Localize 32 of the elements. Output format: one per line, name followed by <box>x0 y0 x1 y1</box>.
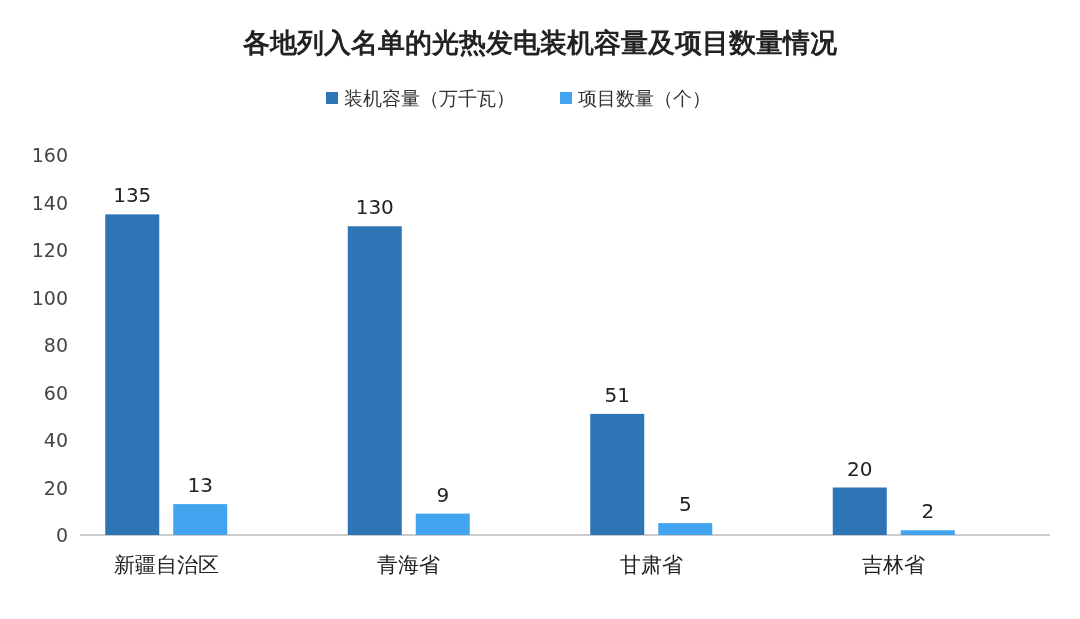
chart-title: 各地列入名单的光热发电装机容量及项目数量情况 <box>242 27 838 58</box>
x-tick-label: 青海省 <box>377 553 441 577</box>
y-tick-label: 100 <box>31 286 68 309</box>
data-label: 51 <box>604 382 630 407</box>
data-label: 135 <box>113 183 152 208</box>
legend-label: 项目数量（个） <box>578 87 711 109</box>
y-tick-label: 60 <box>43 381 68 404</box>
bar <box>590 413 645 535</box>
y-tick-label: 120 <box>31 239 68 261</box>
bar <box>105 214 160 535</box>
data-label: 20 <box>847 456 873 481</box>
y-tick-label: 80 <box>43 334 68 356</box>
data-label: 130 <box>355 195 394 220</box>
data-label: 5 <box>678 492 692 517</box>
bar <box>900 530 955 535</box>
bar <box>173 504 228 535</box>
bar <box>347 226 402 535</box>
legend-label: 装机容量（万千瓦） <box>344 87 515 109</box>
bar <box>658 523 713 535</box>
y-tick-label: 0 <box>55 524 68 546</box>
y-tick-label: 20 <box>43 476 68 499</box>
bar <box>832 487 887 535</box>
x-tick-label: 吉林省 <box>862 553 926 577</box>
data-label: 2 <box>921 499 935 524</box>
data-label: 9 <box>436 482 450 507</box>
y-tick-label: 140 <box>31 191 68 214</box>
y-tick-label: 40 <box>43 429 68 451</box>
x-tick-label: 新疆自治区 <box>113 553 219 577</box>
data-label: 13 <box>187 473 213 498</box>
y-tick-label: 160 <box>31 144 68 166</box>
x-tick-label: 甘肃省 <box>619 553 683 577</box>
bar <box>415 513 470 535</box>
